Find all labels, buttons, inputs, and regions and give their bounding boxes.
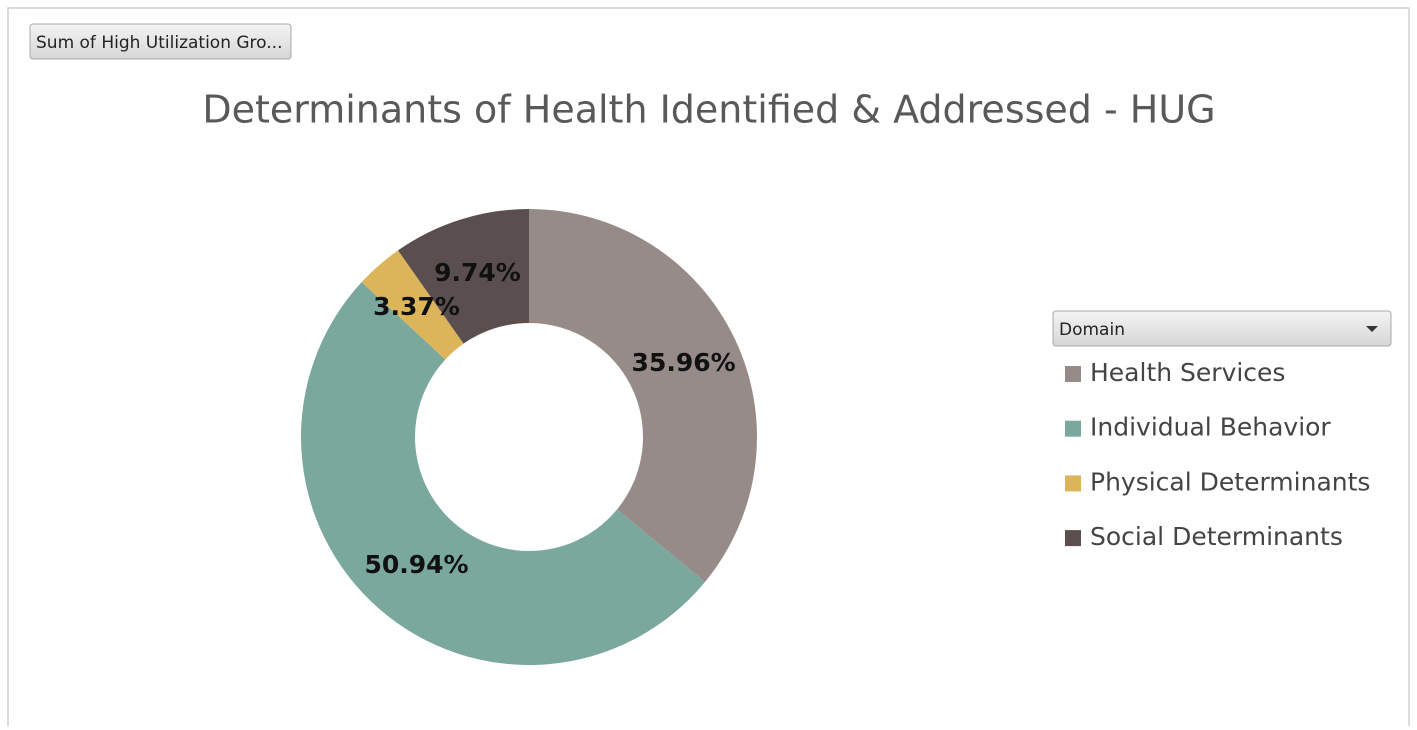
chart-title: Determinants of Health Identified & Addr… <box>202 88 1215 132</box>
legend-swatch <box>1065 530 1081 547</box>
field-button[interactable] <box>29 23 292 60</box>
donut-slice <box>361 250 464 360</box>
donut-slice <box>301 282 706 665</box>
legend-swatch <box>1065 366 1081 382</box>
legend-dropdown[interactable] <box>1052 310 1392 347</box>
data-label: 35.96% <box>632 348 736 377</box>
data-label: 9.74% <box>434 258 521 287</box>
legend-label: Social Determinants <box>1090 522 1343 551</box>
donut-slice <box>398 209 529 344</box>
legend-label: Individual Behavior <box>1090 413 1331 442</box>
legend-label: Health Services <box>1090 358 1285 387</box>
legend-swatch <box>1065 475 1081 492</box>
legend-label: Physical Determinants <box>1090 467 1370 496</box>
field-button-label: Sum of High Utilization Gro... <box>36 33 282 53</box>
dropdown-arrow <box>1366 326 1378 332</box>
data-label: 3.37% <box>373 292 460 321</box>
data-label: 50.94% <box>364 550 468 579</box>
legend-title: Domain <box>1059 320 1125 340</box>
legend-swatch <box>1065 420 1081 437</box>
donut-slice <box>529 209 757 582</box>
